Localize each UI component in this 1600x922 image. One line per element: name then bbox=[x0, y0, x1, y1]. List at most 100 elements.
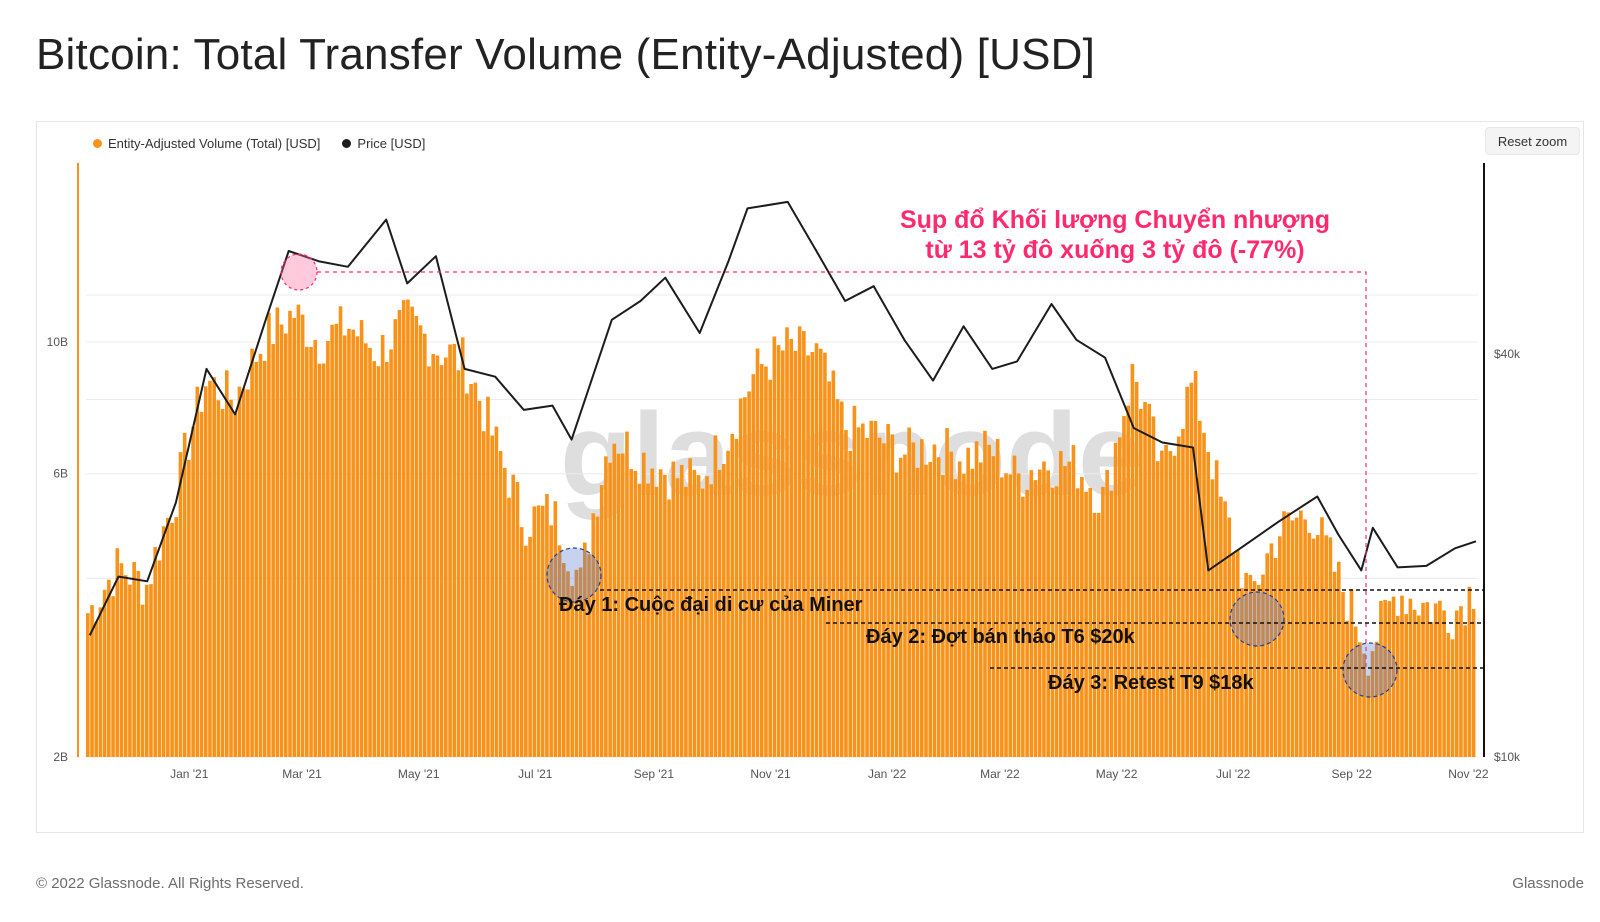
volume-bar bbox=[722, 463, 726, 757]
volume-bar bbox=[1113, 442, 1118, 757]
volume-bar bbox=[1240, 588, 1244, 757]
volume-bar bbox=[574, 569, 579, 757]
volume-bar bbox=[1122, 416, 1126, 757]
volume-bar bbox=[1235, 549, 1240, 757]
volume-bar bbox=[802, 331, 806, 757]
volume-bar bbox=[1139, 408, 1143, 757]
volume-bar bbox=[604, 456, 608, 757]
volume-bar bbox=[503, 467, 507, 757]
volume-bar bbox=[1307, 532, 1312, 757]
volume-bar bbox=[612, 443, 617, 757]
volume-bar bbox=[995, 438, 1000, 757]
volume-bar bbox=[789, 338, 794, 757]
volume-bar bbox=[1282, 511, 1286, 757]
y-right-tick-label: $10k bbox=[1494, 750, 1521, 764]
volume-bar bbox=[372, 361, 377, 757]
volume-bar bbox=[1134, 381, 1139, 757]
volume-bar bbox=[700, 488, 705, 757]
volume-bar bbox=[654, 486, 659, 757]
volume-bar bbox=[427, 366, 431, 757]
volume-bar bbox=[1324, 535, 1328, 757]
page-title: Bitcoin: Total Transfer Volume (Entity-A… bbox=[36, 30, 1096, 79]
volume-bar bbox=[620, 453, 625, 757]
volume-bar bbox=[486, 396, 490, 757]
volume-bar bbox=[536, 505, 541, 757]
volume-bar bbox=[978, 462, 983, 757]
volume-bar bbox=[107, 579, 111, 757]
volume-bar bbox=[288, 310, 292, 757]
volume-bar bbox=[174, 517, 179, 757]
volume-bar bbox=[1101, 486, 1105, 757]
volume-bar bbox=[1256, 584, 1261, 757]
decline-connector bbox=[317, 271, 1367, 668]
y-left-tick-label: 6B bbox=[53, 467, 68, 481]
volume-bar bbox=[1029, 470, 1034, 757]
volume-bar bbox=[1471, 608, 1476, 757]
volume-bar bbox=[1080, 476, 1084, 757]
legend-item-price[interactable]: Price [USD] bbox=[342, 136, 425, 151]
volume-bar bbox=[448, 344, 452, 757]
copyright-text: © 2022 Glassnode. All Rights Reserved. bbox=[36, 875, 304, 892]
y-right-tick-label: $40k bbox=[1494, 347, 1521, 361]
volume-bar bbox=[144, 584, 149, 757]
volume-bar bbox=[730, 433, 735, 757]
x-tick-label: Jul '21 bbox=[518, 767, 553, 781]
volume-bar bbox=[1299, 510, 1303, 757]
volume-bar bbox=[481, 431, 486, 757]
volume-bar bbox=[945, 428, 949, 757]
volume-bar bbox=[359, 320, 364, 757]
volume-bar bbox=[953, 479, 958, 757]
reset-zoom-button[interactable]: Reset zoom bbox=[1485, 127, 1580, 155]
volume-bar bbox=[1004, 473, 1008, 757]
volume-bar bbox=[578, 567, 583, 757]
volume-bar bbox=[528, 536, 532, 757]
volume-bar bbox=[1151, 416, 1156, 757]
volume-bar bbox=[157, 560, 162, 757]
volume-bar bbox=[1450, 639, 1455, 757]
volume-bar bbox=[170, 522, 174, 757]
volume-bar bbox=[1391, 596, 1396, 757]
volume-bar bbox=[633, 470, 638, 757]
volume-bar bbox=[498, 450, 503, 757]
volume-bar bbox=[1370, 651, 1375, 757]
volume-bar bbox=[688, 458, 692, 757]
volume-bar bbox=[1109, 490, 1114, 757]
volume-bar bbox=[675, 478, 680, 757]
volume-bar bbox=[1421, 602, 1425, 757]
y-left-tick-label: 2B bbox=[53, 750, 68, 764]
volume-bar bbox=[970, 468, 975, 757]
volume-bar bbox=[1261, 574, 1265, 757]
volume-bar bbox=[1265, 553, 1270, 757]
volume-bar bbox=[431, 354, 436, 757]
volume-bar bbox=[1202, 432, 1206, 757]
volume-bar bbox=[1227, 517, 1232, 757]
volume-bar bbox=[684, 486, 688, 757]
volume-bar bbox=[823, 352, 827, 757]
chart-legend[interactable]: Entity-Adjusted Volume (Total) [USD] Pri… bbox=[93, 136, 425, 151]
volume-bar bbox=[406, 299, 410, 757]
volume-bar bbox=[810, 351, 815, 757]
volume-bar bbox=[877, 437, 882, 757]
volume-bar bbox=[1172, 455, 1177, 757]
volume-bar bbox=[616, 453, 621, 757]
volume-bar bbox=[410, 306, 414, 757]
volume-bar bbox=[1164, 444, 1168, 757]
x-tick-label: Mar '22 bbox=[980, 767, 1020, 781]
volume-bar bbox=[915, 467, 920, 757]
volume-bar bbox=[797, 326, 802, 757]
volume-bar bbox=[957, 461, 962, 757]
volume-bar bbox=[696, 475, 701, 757]
volume-bar bbox=[1244, 572, 1248, 757]
volume-bar bbox=[313, 340, 318, 757]
volume-bar bbox=[658, 469, 663, 757]
volume-bar bbox=[355, 336, 360, 757]
volume-bar bbox=[785, 327, 789, 757]
volume-bar bbox=[772, 336, 777, 757]
x-tick-label: Nov '21 bbox=[750, 767, 791, 781]
volume-bar bbox=[890, 434, 895, 757]
volume-bar bbox=[717, 469, 722, 757]
x-tick-label: Jan '21 bbox=[170, 767, 209, 781]
legend-item-volume[interactable]: Entity-Adjusted Volume (Total) [USD] bbox=[93, 136, 320, 151]
bottom-3-label: Đáy 3: Retest T9 $18k bbox=[1048, 672, 1255, 694]
volume-bar bbox=[393, 319, 398, 757]
